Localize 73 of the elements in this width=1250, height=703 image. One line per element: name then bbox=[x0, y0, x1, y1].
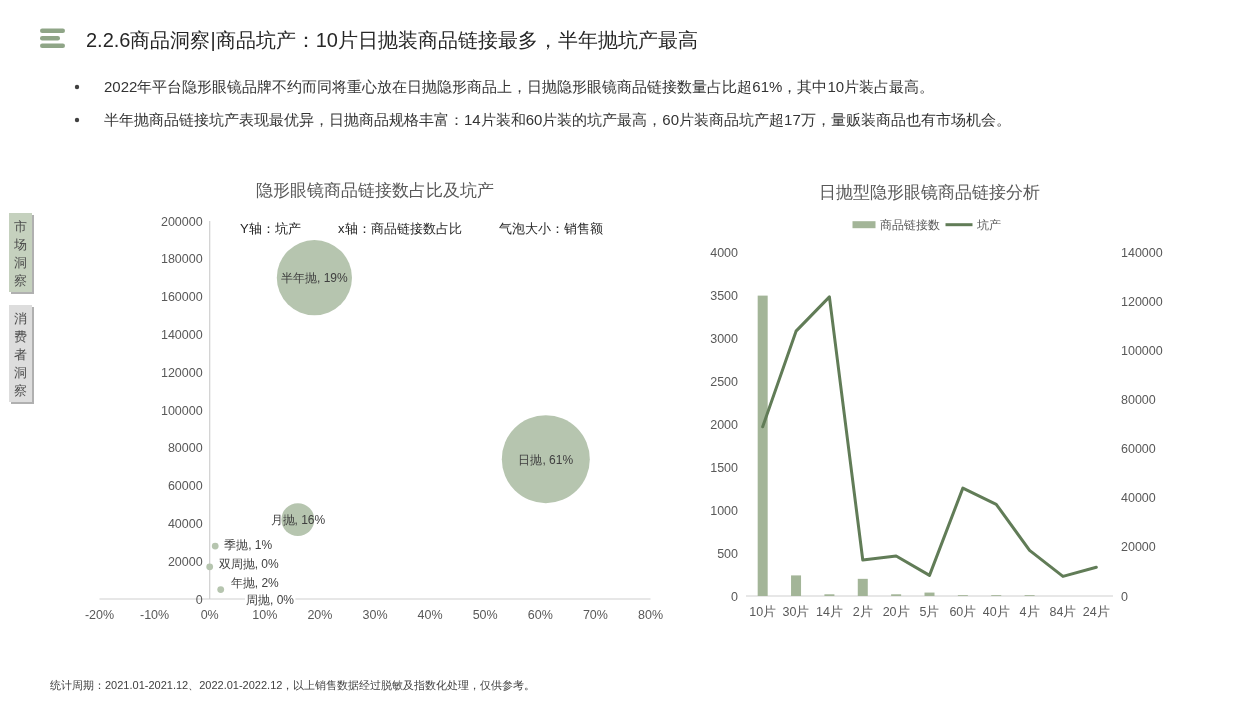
x-tick-label: 40片 bbox=[982, 605, 1010, 619]
annotation: 年抛, 2% bbox=[230, 576, 280, 591]
y-tick-label: 0 bbox=[731, 589, 739, 604]
y2-tick-label: 60000 bbox=[1121, 442, 1156, 457]
x-tick-label: 84片 bbox=[1049, 605, 1077, 619]
x-tick-label: 5片 bbox=[919, 605, 940, 619]
y-tick-label: 4000 bbox=[710, 246, 739, 261]
x-tick-label: 20片 bbox=[882, 605, 910, 619]
x-tick-label: -20% bbox=[84, 608, 115, 622]
y-tick-label: 60000 bbox=[167, 479, 203, 494]
text: 2022年平台隐形眼镜品牌不约而同将重心放在日抛隐形商品上，日抛隐形眼镜商品链接数量占比超61%，其中10片装占最高。 bbox=[104, 78, 935, 95]
y-tick-label: 140000 bbox=[160, 327, 203, 342]
y-tick-label: 3500 bbox=[710, 289, 739, 304]
y2-tick-label: 140000 bbox=[1121, 246, 1163, 261]
y-tick-label: 200000 bbox=[160, 214, 203, 229]
y-tick-label: 120000 bbox=[160, 365, 203, 380]
y-tick-label: 2000 bbox=[710, 417, 739, 432]
y-tick-label: 0 bbox=[195, 592, 203, 607]
x-tick-label: 30片 bbox=[782, 605, 810, 619]
annotation: 半年抛, 19% bbox=[281, 271, 349, 286]
chart-title: 隐形眼镜商品链接数占比及坑产 bbox=[256, 181, 494, 200]
y2-tick-label: 120000 bbox=[1121, 295, 1163, 310]
x-tick-label: 80% bbox=[637, 608, 664, 622]
legend-label: 商品链接数 bbox=[879, 218, 940, 233]
x-tick-label: -10% bbox=[140, 608, 170, 622]
x-tick-label: 70% bbox=[582, 608, 608, 622]
y-tick-label: 1000 bbox=[710, 503, 739, 518]
x-tick-label: 60% bbox=[527, 608, 553, 622]
y-tick-label: 3000 bbox=[710, 332, 739, 347]
text: 消费者洞察 bbox=[14, 311, 27, 398]
text: 统计周期：2021.01-2021.12、2022.01-2022.12，以上销售数据经过脱敏及指数化处理，仅供参考。 bbox=[50, 679, 536, 691]
legend-label: 坑产 bbox=[975, 218, 1001, 233]
x-tick-label: 10% bbox=[252, 608, 278, 622]
x-tick-label: 40% bbox=[417, 608, 443, 622]
x-tick-label: 4片 bbox=[1019, 605, 1040, 619]
y2-tick-label: 40000 bbox=[1121, 491, 1156, 506]
x-tick-label: 50% bbox=[472, 608, 498, 622]
text: 半年抛商品链接坑产表现最优异，日抛商品规格丰富：14片装和60片装的坑产最高，60片装商品坑产超17万，量贩装商品也有市场机会。 bbox=[104, 111, 1011, 128]
annotation: 双周抛, 0% bbox=[218, 557, 280, 572]
x-tick-label: 0% bbox=[200, 608, 219, 622]
x-tick-label: 10片 bbox=[749, 605, 777, 619]
y-tick-label: 500 bbox=[717, 546, 739, 561]
y-tick-label: 2500 bbox=[710, 374, 739, 389]
annotation: 周抛, 0% bbox=[246, 592, 295, 607]
chart-title: 日抛型隐形眼镜商品链接分析 bbox=[819, 183, 1040, 202]
line-series bbox=[761, 295, 1098, 578]
y2-tick-label: 20000 bbox=[1121, 540, 1156, 555]
y-tick-label: 20000 bbox=[167, 554, 203, 569]
text: 2.2.6商品洞察|商品坑产：10片日抛装商品链接最多，半年抛坑产最高 bbox=[86, 29, 698, 51]
annotation: x轴：商品链接数占比 bbox=[338, 221, 462, 236]
y2-tick-label: 0 bbox=[1121, 589, 1128, 604]
annotation: 气泡大小：销售额 bbox=[499, 221, 603, 236]
text: 市场洞察 bbox=[13, 219, 27, 288]
annotation: 季抛, 1% bbox=[224, 537, 273, 552]
y-tick-label: 100000 bbox=[160, 403, 203, 418]
x-tick-label: 24片 bbox=[1082, 605, 1110, 619]
y2-tick-label: 80000 bbox=[1121, 393, 1156, 408]
y-tick-label: 1500 bbox=[710, 460, 739, 475]
y-tick-label: 160000 bbox=[160, 290, 203, 305]
x-tick-label: 60片 bbox=[949, 605, 977, 619]
x-tick-label: 20% bbox=[307, 608, 333, 622]
x-tick-label: 2片 bbox=[852, 605, 873, 619]
bar bbox=[791, 575, 802, 596]
y-tick-label: 80000 bbox=[167, 441, 203, 456]
annotation: 日抛, 61% bbox=[518, 452, 574, 467]
bar bbox=[757, 295, 768, 596]
x-tick-label: 30% bbox=[362, 608, 388, 622]
y2-tick-label: 100000 bbox=[1121, 344, 1163, 359]
y-tick-label: 40000 bbox=[167, 516, 203, 531]
annotation: Y轴：坑产 bbox=[240, 221, 301, 236]
bar bbox=[857, 578, 868, 596]
x-tick-label: 14片 bbox=[815, 605, 843, 619]
y-tick-label: 180000 bbox=[160, 252, 203, 267]
